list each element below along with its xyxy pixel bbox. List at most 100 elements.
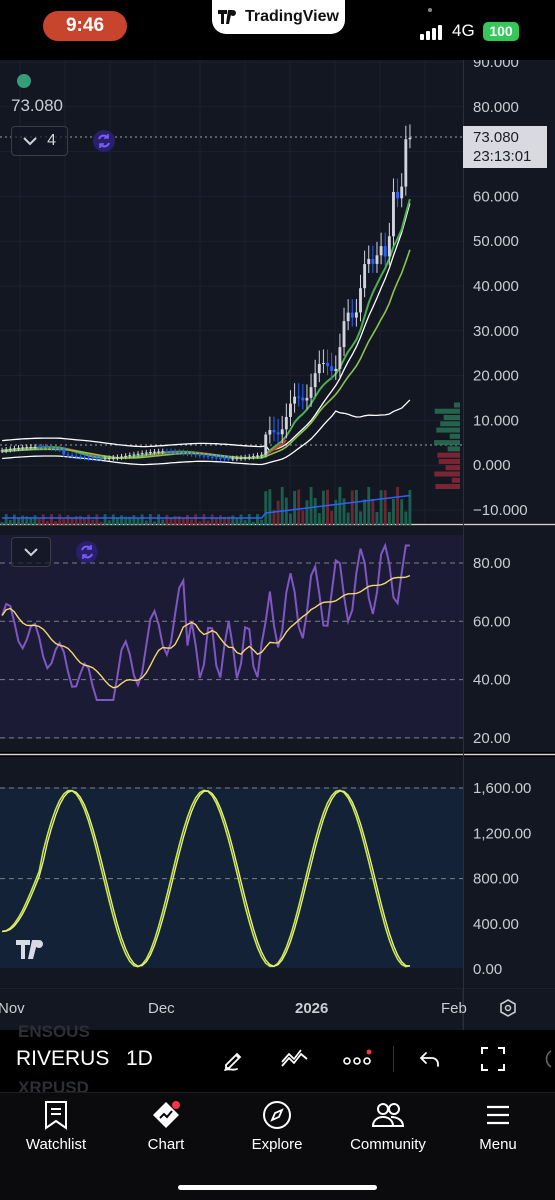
candle-body [194,454,198,456]
volume-bar [354,489,358,525]
toolbar-overflow-edge[interactable] [538,1044,555,1074]
volume-bar [404,511,408,525]
candle-body [305,397,309,401]
tradingview-pill-label: TradingView [245,8,339,25]
tab-menu[interactable]: Menu [443,1100,553,1153]
volume-bar [181,517,185,525]
candle-body [268,430,272,435]
candle-body [350,312,354,318]
volume-bars [0,402,460,525]
candle-body [400,186,404,199]
drawing-tool-button[interactable] [218,1044,250,1074]
volume-bar [58,514,62,525]
watchlist-icon [45,1101,67,1130]
rsi-sync-icon[interactable] [76,541,98,563]
candle-body [136,453,140,455]
volume-bar [218,515,222,525]
volume-bar [231,515,235,525]
candle-body [375,255,379,264]
volume-bar [330,510,334,525]
candle-body [177,451,181,453]
candle-body [91,458,95,460]
battery-indicator: 100 [483,22,519,41]
timeframe-button[interactable]: 1D [126,1047,153,1070]
volume-bar [4,514,8,525]
tab-menu-label: Menu [479,1136,517,1153]
volume-bar [338,487,342,525]
undo-button[interactable] [414,1044,446,1074]
time-axis-label: 2026 [295,1000,328,1017]
candle-body [214,457,218,459]
candle-body [383,246,387,257]
volume-bar [33,515,37,525]
tab-chart[interactable]: Chart [111,1100,221,1153]
toolbar-divider [393,1046,394,1072]
candle-body [33,446,37,448]
market-status-dot[interactable] [17,74,31,88]
candle-body [346,312,350,322]
time-axis-label: Feb [441,1000,467,1017]
last-price-value: 73.080 [473,129,519,146]
volume-bar [17,518,20,525]
price-axis-label: 40.000 [473,278,519,295]
volume-bar [111,514,115,525]
rsi-collapse-button[interactable] [11,537,51,567]
signal-icon [420,25,442,40]
candle-body [140,453,144,455]
volume-profile-bar [436,427,460,433]
volume-bar [346,512,350,525]
oscillator-lines [1,542,411,968]
volume-bar [375,512,379,525]
volume-bar [37,518,41,525]
bollinger-lower-line [2,399,411,466]
volume-bar [227,516,231,525]
candle-body [326,362,329,367]
more-tools-button[interactable] [341,1044,373,1074]
status-bar: 9:46 TradingView 4G 100 [0,0,555,60]
volume-bar [62,519,66,525]
candle-body [330,366,334,371]
tab-community[interactable]: Community [333,1100,443,1153]
tab-explore[interactable]: Explore [222,1100,332,1153]
volume-bar [379,490,383,525]
volume-bar [305,500,309,525]
symbol-name[interactable]: RIVERUS [16,1047,110,1070]
candle-body [148,452,152,454]
tab-community-label: Community [350,1136,426,1153]
candle-body [284,416,288,430]
indicator-collapse-button[interactable]: 4 [11,126,68,156]
volume-bar [190,519,194,525]
chevron-down-icon [24,548,38,557]
chart-settings-icon[interactable] [500,999,516,1017]
price-axis-label: 10.000 [473,412,519,429]
candle-body [313,373,317,388]
tradingview-pill[interactable]: TradingView [212,0,345,34]
volume-profile-bar [443,415,460,421]
indicators-button[interactable] [279,1044,311,1074]
legend-last-price: 73.080 [11,96,63,115]
chart-canvas[interactable]: 90.00080.00070.00060.00050.00040.00030.0… [0,60,555,1090]
community-icon [371,1103,405,1127]
volume-bar [387,511,391,525]
candle-body [87,457,91,459]
candle-body [264,434,268,455]
volume-bar [268,489,272,525]
stoch-axis-label: 800.00 [473,871,519,888]
candle-body [21,447,25,449]
stoch-axis-label: 1,200.00 [473,825,531,842]
privacy-dot-icon [428,8,432,12]
volume-bar [367,487,371,525]
candle-body [334,368,338,371]
fullscreen-button[interactable] [477,1044,509,1074]
candle-body [181,452,185,454]
candle-body [190,453,194,455]
sync-icon[interactable] [93,130,115,152]
candle-body [41,446,45,448]
volume-bar [321,490,325,525]
price-axis-label: −10.000 [473,502,528,519]
volume-bar [396,487,400,525]
tab-watchlist[interactable]: Watchlist [1,1100,111,1153]
volume-bar [99,521,103,525]
volume-bar [144,520,148,525]
candle-body [260,454,264,456]
